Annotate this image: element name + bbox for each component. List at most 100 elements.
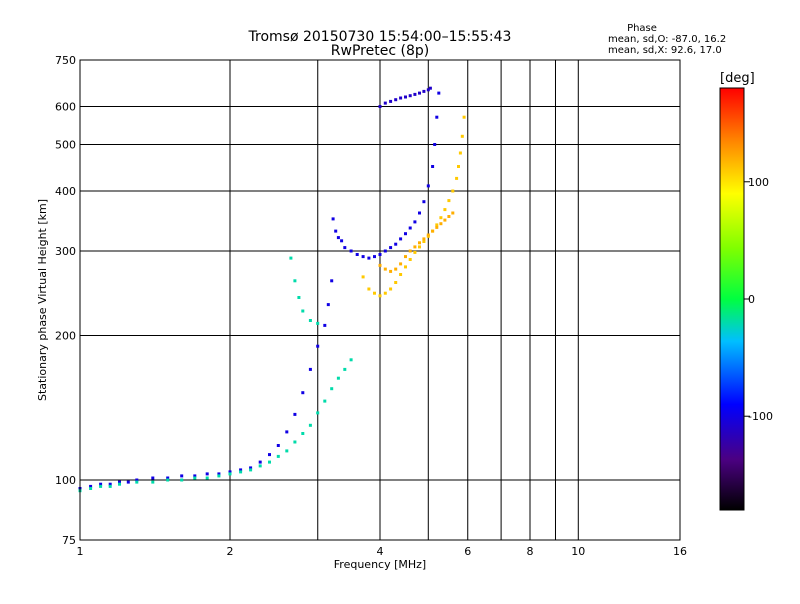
colorbar-tick-label: -100 xyxy=(748,410,773,423)
data-point xyxy=(205,472,209,476)
colorbar-tick-label: 0 xyxy=(748,293,755,306)
data-point xyxy=(297,296,301,299)
data-point xyxy=(404,255,407,259)
data-point xyxy=(389,287,393,291)
y-tick-label: 75 xyxy=(62,534,76,547)
axis-ticks: 1 2 4 6 8 10 16 75 100 200 300 400 500 600 750 xyxy=(55,54,687,558)
data-point xyxy=(426,184,430,188)
data-point xyxy=(151,480,155,484)
data-point xyxy=(394,267,398,271)
data-point xyxy=(258,464,262,468)
data-point xyxy=(355,253,359,256)
data-point xyxy=(399,273,403,276)
data-point xyxy=(108,482,112,486)
data-point xyxy=(285,449,289,453)
data-point xyxy=(126,480,130,484)
data-point xyxy=(239,468,243,472)
data-point xyxy=(457,165,460,168)
stats-o-line: mean, sd,O: -87.0, 16.2 xyxy=(608,34,726,45)
colorbar xyxy=(719,87,745,511)
data-point xyxy=(431,229,435,233)
data-point xyxy=(408,94,412,98)
data-point xyxy=(394,281,398,284)
colorbar-label: [deg] xyxy=(720,71,755,86)
data-point xyxy=(408,226,412,230)
data-point xyxy=(336,376,340,380)
data-point xyxy=(331,217,335,221)
data-point xyxy=(268,453,271,457)
data-point xyxy=(135,478,139,482)
data-point xyxy=(301,432,305,435)
stats-x-line: mean, sd,X: 92.6, 17.0 xyxy=(608,45,722,56)
data-point xyxy=(422,237,426,241)
data-point xyxy=(293,440,297,444)
y-axis-label: Stationary phase Virtual Height [km] xyxy=(36,199,49,401)
chart-title: Tromsø 20150730 15:54:00–15:55:43 xyxy=(248,29,512,45)
data-point xyxy=(118,480,121,484)
x-tick-label: 10 xyxy=(571,545,585,558)
data-point xyxy=(340,239,344,243)
data-point xyxy=(418,245,421,249)
data-point xyxy=(413,92,417,96)
y-tick-label: 200 xyxy=(55,330,76,343)
data-point xyxy=(239,470,243,474)
y-tick-label: 750 xyxy=(55,54,76,67)
data-point xyxy=(460,134,464,138)
data-point xyxy=(293,412,297,416)
data-point xyxy=(399,96,403,100)
data-point xyxy=(451,189,455,193)
data-point xyxy=(343,367,347,371)
data-point xyxy=(293,279,297,283)
data-point xyxy=(378,294,382,298)
y-tick-label: 300 xyxy=(55,245,76,258)
data-point xyxy=(418,91,421,95)
data-point xyxy=(316,321,320,325)
x-tick-label: 4 xyxy=(377,545,384,558)
data-point xyxy=(205,476,209,480)
colorbar-ticks: 100 0 -100 xyxy=(744,176,773,423)
data-point xyxy=(193,474,197,478)
data-point xyxy=(408,258,412,261)
data-point xyxy=(383,267,387,271)
data-point xyxy=(383,249,387,253)
data-point xyxy=(349,249,353,253)
data-point xyxy=(258,460,262,464)
data-point xyxy=(439,222,443,226)
data-point xyxy=(373,255,376,259)
data-point xyxy=(249,468,253,472)
data-point xyxy=(404,232,407,236)
data-point xyxy=(89,484,93,488)
data-point xyxy=(367,287,371,291)
data-point xyxy=(367,256,371,260)
data-point xyxy=(301,391,305,395)
stats-heading: Phase xyxy=(627,23,657,34)
data-point xyxy=(361,275,365,279)
data-point xyxy=(433,143,437,146)
data-point xyxy=(276,444,280,447)
data-point xyxy=(383,101,387,105)
data-point xyxy=(443,218,447,222)
data-point xyxy=(422,89,426,93)
data-point xyxy=(431,165,435,168)
data-point xyxy=(108,484,112,488)
data-point xyxy=(334,229,338,233)
data-point xyxy=(118,482,121,486)
data-point xyxy=(383,291,387,295)
data-point xyxy=(308,367,312,371)
data-point xyxy=(285,430,289,434)
data-point xyxy=(249,466,253,470)
data-point xyxy=(228,472,232,476)
grid-lines xyxy=(80,60,680,540)
data-point xyxy=(458,151,462,155)
data-point xyxy=(422,240,426,243)
data-point xyxy=(336,236,340,240)
data-point xyxy=(418,211,421,215)
data-point xyxy=(89,487,93,490)
data-point xyxy=(373,291,376,295)
colorbar-tick-label: 100 xyxy=(748,176,769,189)
data-point xyxy=(399,237,403,241)
data-point xyxy=(228,470,232,474)
data-point xyxy=(361,255,365,259)
data-point xyxy=(99,484,103,488)
